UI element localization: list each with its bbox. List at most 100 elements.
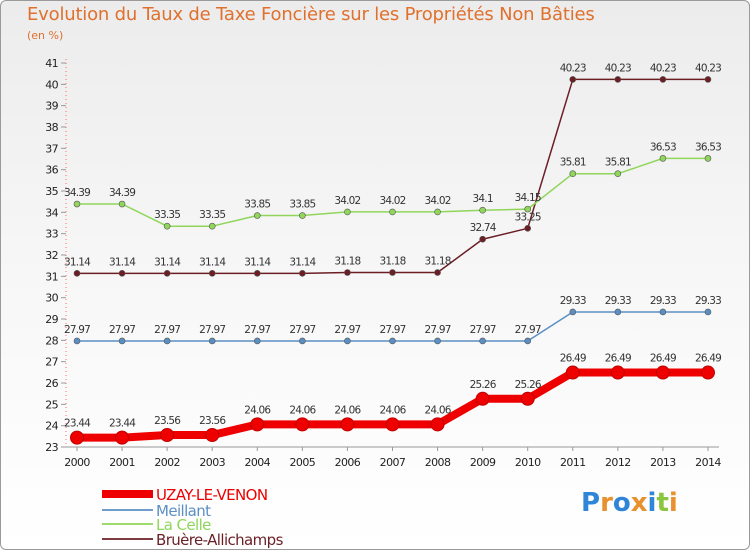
data-label: 33.35	[154, 209, 180, 221]
data-label: 25.26	[470, 379, 497, 391]
y-tick-label: 38	[45, 121, 58, 134]
x-tick-label: 2007	[380, 456, 406, 469]
data-label: 27.97	[515, 324, 541, 336]
data-point	[250, 417, 265, 432]
data-point	[73, 270, 81, 277]
data-label: 27.97	[470, 324, 496, 336]
data-label: 27.97	[109, 324, 135, 336]
data-point	[434, 337, 441, 345]
data-label: 27.97	[289, 324, 315, 336]
x-tick-label: 2013	[650, 456, 676, 469]
logo-letter: o	[612, 488, 631, 518]
logo-letter: i	[647, 488, 657, 518]
data-label: 24.06	[425, 404, 452, 416]
data-point	[430, 417, 445, 432]
data-label: 40.23	[560, 62, 586, 74]
data-label: 40.23	[695, 62, 721, 74]
data-point	[115, 430, 130, 445]
data-point	[385, 417, 400, 432]
data-point	[614, 170, 622, 178]
logo-letter: r	[600, 488, 613, 518]
data-point	[118, 337, 126, 345]
data-label: 34.02	[334, 195, 360, 207]
data-point	[344, 269, 351, 276]
data-point	[569, 76, 577, 83]
data-point	[655, 365, 670, 380]
chart-title: Evolution du Taux de Taxe Foncière sur l…	[27, 4, 595, 25]
data-point	[520, 391, 535, 406]
data-point	[524, 337, 532, 345]
data-label: 29.33	[560, 295, 586, 307]
x-tick-label: 2012	[605, 456, 631, 469]
data-point	[434, 208, 441, 216]
y-tick-label: 41	[45, 57, 58, 70]
data-label: 31.18	[425, 255, 451, 267]
y-tick-label: 26	[45, 377, 58, 390]
data-label: 23.44	[109, 418, 136, 430]
data-point	[118, 270, 126, 277]
data-label: 34.39	[64, 187, 90, 199]
data-point	[610, 365, 625, 380]
data-label: 25.26	[515, 379, 542, 391]
data-point	[704, 76, 712, 83]
legend-label: Meillant	[156, 502, 211, 520]
x-tick-label: 2005	[290, 456, 316, 469]
x-tick-label: 2009	[470, 456, 496, 469]
legend-label: Bruère-Allichamps	[156, 531, 284, 549]
data-label: 27.97	[244, 324, 270, 336]
data-label: 31.14	[64, 256, 91, 268]
data-label: 27.97	[334, 324, 360, 336]
data-point	[659, 308, 667, 316]
data-label: 31.18	[379, 255, 405, 267]
y-tick-label: 40	[45, 78, 58, 91]
data-label: 34.15	[515, 192, 541, 204]
data-point	[253, 337, 261, 345]
data-label: 40.23	[605, 62, 631, 74]
data-label: 29.33	[605, 295, 631, 307]
y-tick-label: 36	[45, 164, 58, 177]
data-point	[295, 417, 310, 432]
data-point	[704, 155, 712, 162]
y-tick-label: 30	[45, 292, 58, 305]
data-point	[344, 337, 351, 345]
data-point	[700, 365, 715, 380]
legend-label: La Celle	[156, 516, 211, 534]
data-label: 36.53	[650, 141, 676, 153]
y-tick-label: 37	[45, 142, 58, 155]
data-point	[659, 76, 667, 83]
y-tick-label: 24	[45, 420, 58, 433]
logo-letter: x	[630, 488, 648, 518]
y-tick-label: 29	[45, 313, 58, 326]
data-point	[208, 337, 216, 345]
proxiti-logo: Proxiti	[581, 488, 678, 518]
data-label: 27.97	[64, 324, 90, 336]
data-point	[389, 337, 396, 345]
data-label: 31.14	[109, 256, 136, 268]
y-tick-label: 32	[45, 249, 58, 262]
data-label: 34.39	[109, 187, 135, 199]
data-point	[389, 269, 396, 276]
y-tick-label: 33	[45, 228, 58, 241]
data-point	[253, 270, 261, 277]
data-point	[163, 222, 171, 230]
data-point	[73, 337, 81, 345]
logo-letter: P	[581, 488, 601, 518]
data-point	[614, 308, 622, 316]
data-label: 27.97	[379, 324, 405, 336]
data-label: 23.44	[64, 418, 91, 430]
data-point	[524, 205, 532, 213]
data-label: 26.49	[695, 353, 721, 365]
data-point	[340, 417, 355, 432]
y-tick-label: 39	[45, 100, 58, 113]
legend-label: UZAY-LE-VENON	[156, 486, 267, 504]
data-label: 29.33	[695, 295, 721, 307]
data-label: 23.56	[154, 415, 181, 427]
data-point	[704, 308, 712, 316]
data-label: 33.25	[515, 211, 541, 223]
data-label: 26.49	[605, 353, 631, 365]
data-label: 35.81	[560, 157, 586, 169]
data-point	[524, 225, 532, 232]
x-tick-label: 2014	[695, 456, 721, 469]
